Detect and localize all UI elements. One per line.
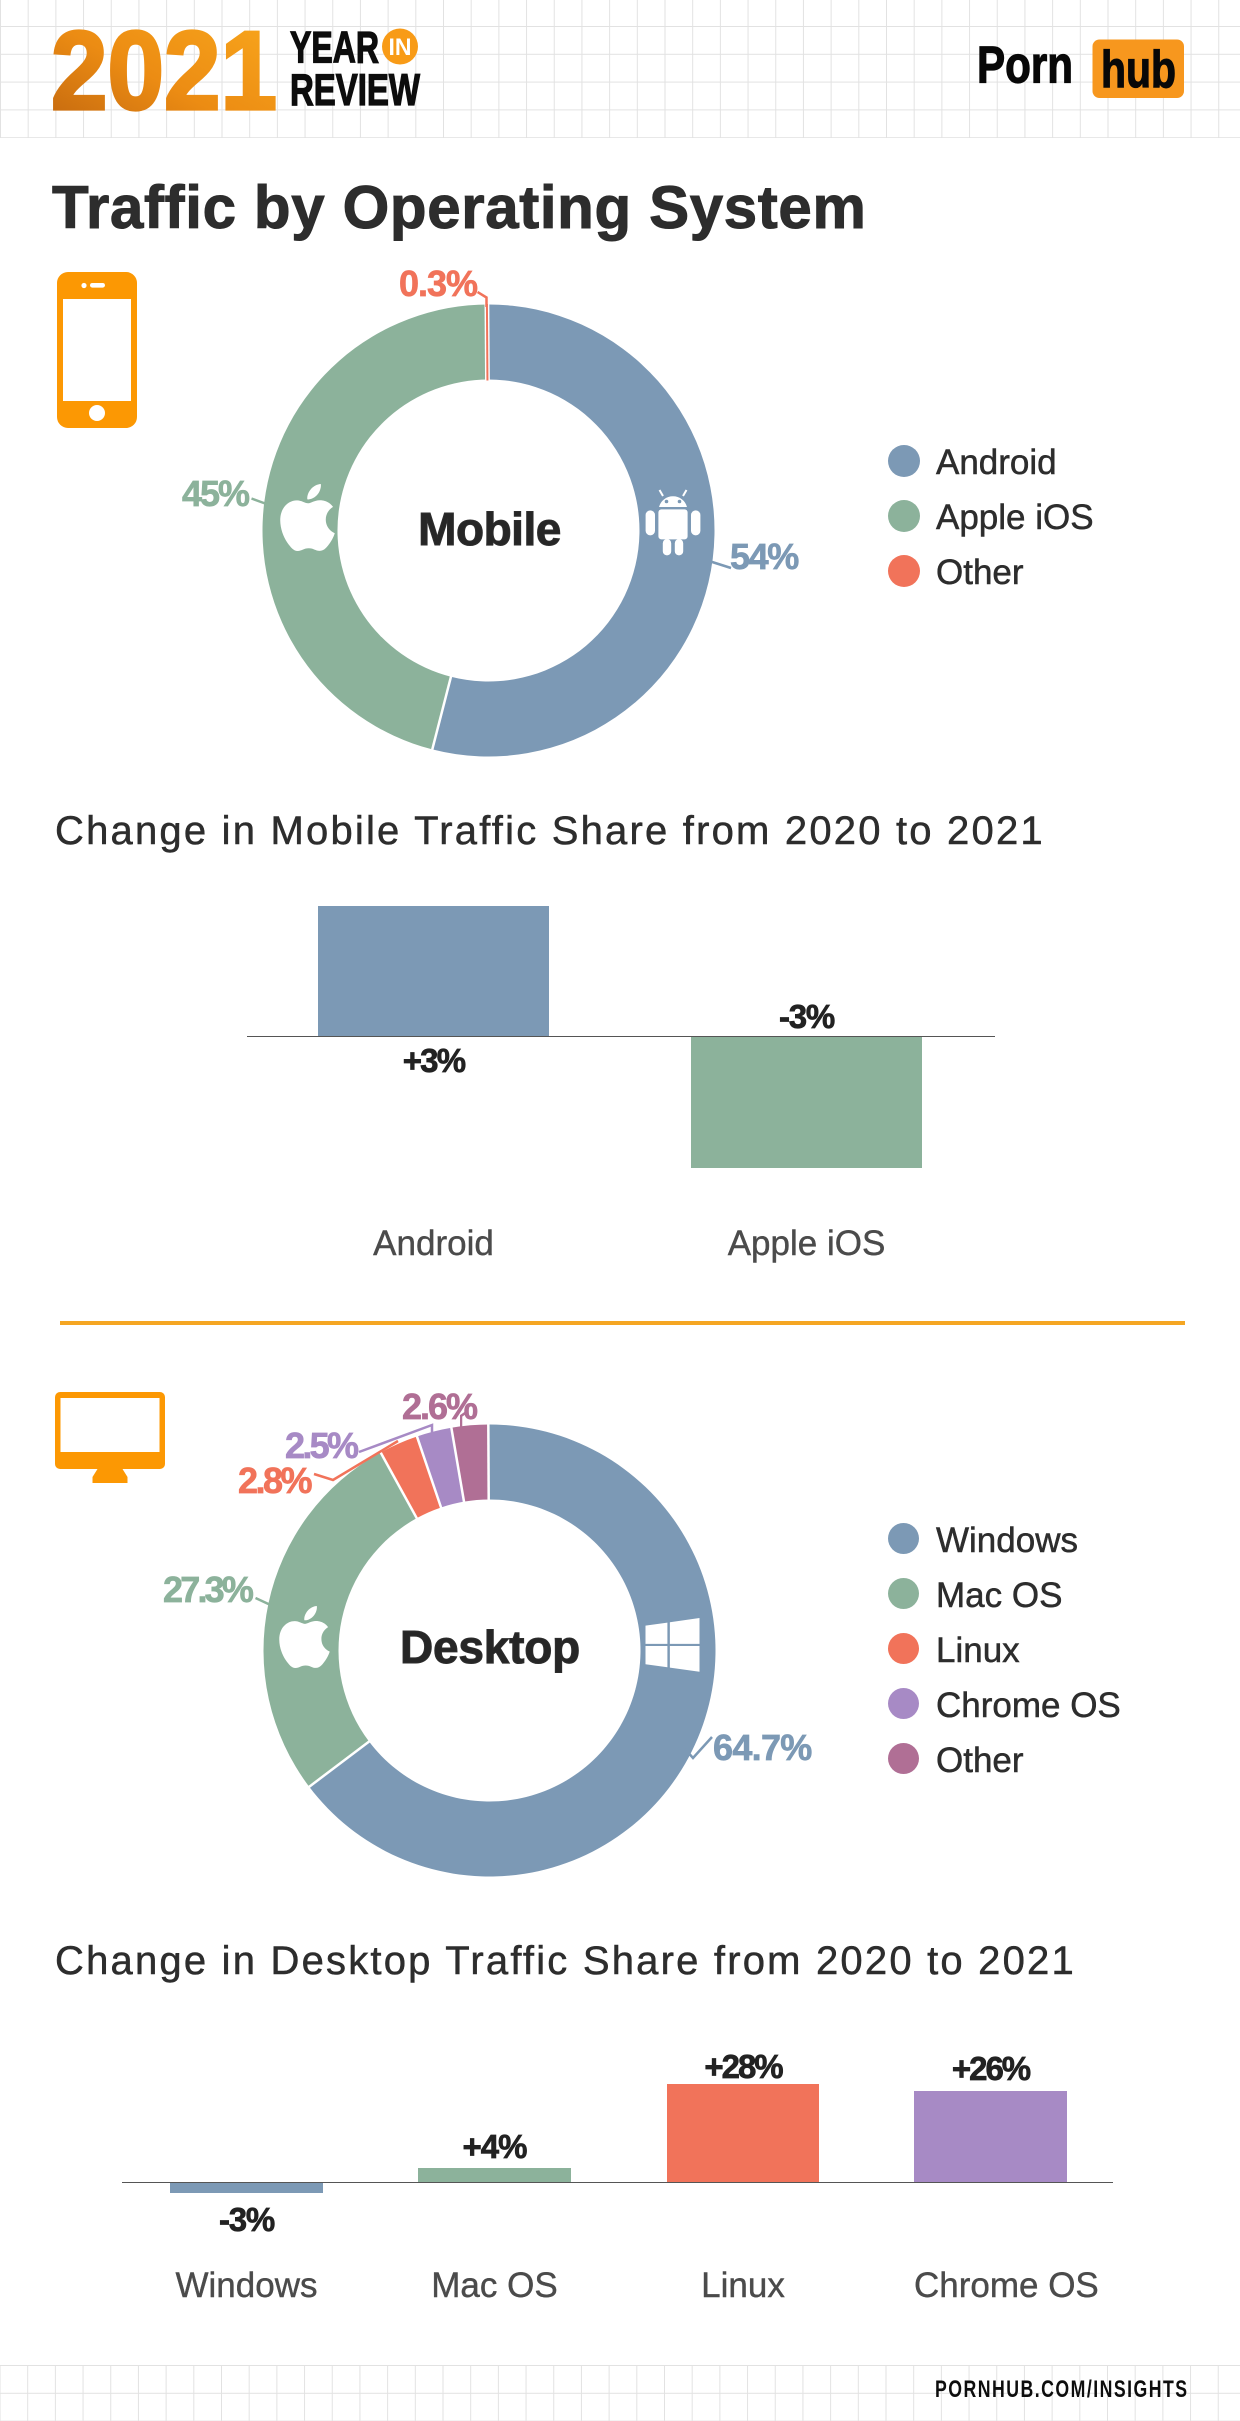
svg-text:Porn: Porn (977, 37, 1073, 95)
svg-text:hub: hub (1101, 41, 1176, 99)
svg-text:REVIEW: REVIEW (290, 66, 420, 115)
svg-text:IN: IN (389, 34, 412, 61)
svg-text:2021: 2021 (51, 9, 277, 133)
svg-text:YEAR: YEAR (290, 24, 379, 73)
